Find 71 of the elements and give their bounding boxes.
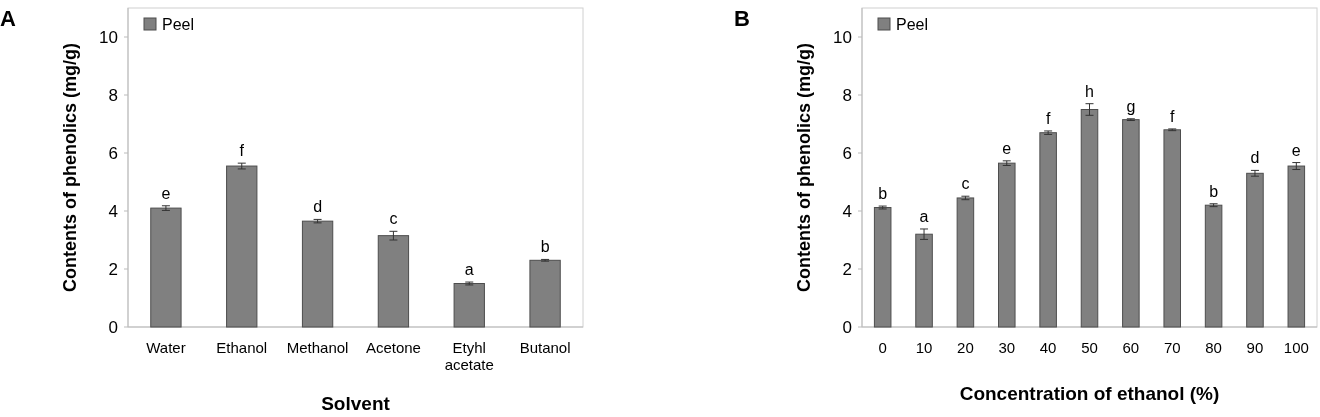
bar — [301, 220, 334, 328]
annotation: c — [961, 175, 970, 193]
legend-label: Peel — [896, 15, 929, 33]
annotation: f — [239, 142, 245, 160]
x-tick-label: Acetone — [365, 339, 421, 356]
x-tick-label: 90 — [1246, 339, 1264, 356]
annotation: f — [1170, 107, 1175, 125]
annotation: f — [1045, 109, 1051, 127]
y-tick-label: 8 — [842, 85, 852, 105]
y-tick-label: 6 — [108, 143, 118, 163]
y-axis-title: Contents of phenolics (mg/g) — [60, 43, 80, 292]
annotation: c — [389, 210, 398, 228]
bar — [226, 165, 258, 328]
bar — [1204, 204, 1223, 328]
y-tick-label: 6 — [842, 143, 852, 163]
x-tick-label: Butanol — [519, 339, 571, 356]
chart-title: B — [734, 6, 750, 31]
x-tick-label: 30 — [998, 339, 1016, 356]
bar — [1163, 129, 1181, 328]
x-tick-label: 10 — [915, 339, 933, 356]
annotation: e — [161, 184, 171, 202]
x-tick-label: 50 — [1081, 339, 1098, 356]
x-tick-label: 20 — [957, 339, 974, 356]
bar — [998, 162, 1016, 328]
x-tick-label: Ethanol — [216, 339, 268, 356]
y-tick-label: 10 — [833, 27, 852, 47]
annotation: b — [540, 238, 550, 256]
bar — [915, 233, 933, 328]
annotation: b — [878, 185, 888, 203]
bar — [873, 207, 892, 328]
x-tick-label: 0 — [878, 339, 887, 356]
x-tick-label: 80 — [1205, 339, 1222, 356]
x-tick-label: Methanol — [286, 339, 349, 356]
x-tick-label: Water — [146, 339, 186, 356]
legend-label: Peel — [162, 15, 195, 33]
annotation: h — [1085, 82, 1094, 100]
x-axis-title: Solvent — [321, 393, 391, 414]
bar — [1039, 132, 1057, 328]
x-tick-label: 100 — [1283, 339, 1309, 356]
bar — [377, 235, 410, 328]
annotation: a — [919, 207, 929, 225]
annotation: b — [1209, 182, 1219, 200]
bar — [529, 259, 561, 328]
annotation: e — [1291, 141, 1301, 159]
y-tick-label: 4 — [842, 201, 852, 221]
annotation: a — [464, 261, 474, 279]
y-axis-title: Contents of phenolics (mg/g) — [794, 43, 814, 292]
y-tick-label: 0 — [842, 317, 852, 337]
chart-title: A — [0, 6, 16, 31]
y-tick-label: 4 — [108, 201, 118, 221]
y-tick-label: 10 — [99, 27, 118, 47]
annotation: g — [1126, 97, 1136, 115]
annotation: d — [313, 198, 323, 216]
y-tick-label: 0 — [108, 317, 118, 337]
bar — [1287, 165, 1306, 328]
bar — [150, 207, 182, 328]
annotation: e — [1002, 139, 1012, 157]
y-tick-label: 8 — [108, 85, 118, 105]
bar — [453, 283, 485, 328]
annotation: d — [1250, 149, 1260, 167]
bar — [1122, 119, 1140, 328]
y-tick-label: 2 — [108, 259, 118, 279]
bar — [1080, 109, 1099, 328]
y-tick-label: 2 — [842, 259, 852, 279]
x-tick-label: Etyhl acetate — [444, 339, 494, 373]
bar — [1246, 172, 1264, 328]
x-tick-label: 40 — [1039, 339, 1057, 356]
x-tick-label: 70 — [1163, 339, 1181, 356]
x-tick-label: 60 — [1122, 339, 1140, 356]
bar — [956, 197, 975, 328]
x-axis-title: Concentration of ethanol (%) — [959, 383, 1220, 404]
